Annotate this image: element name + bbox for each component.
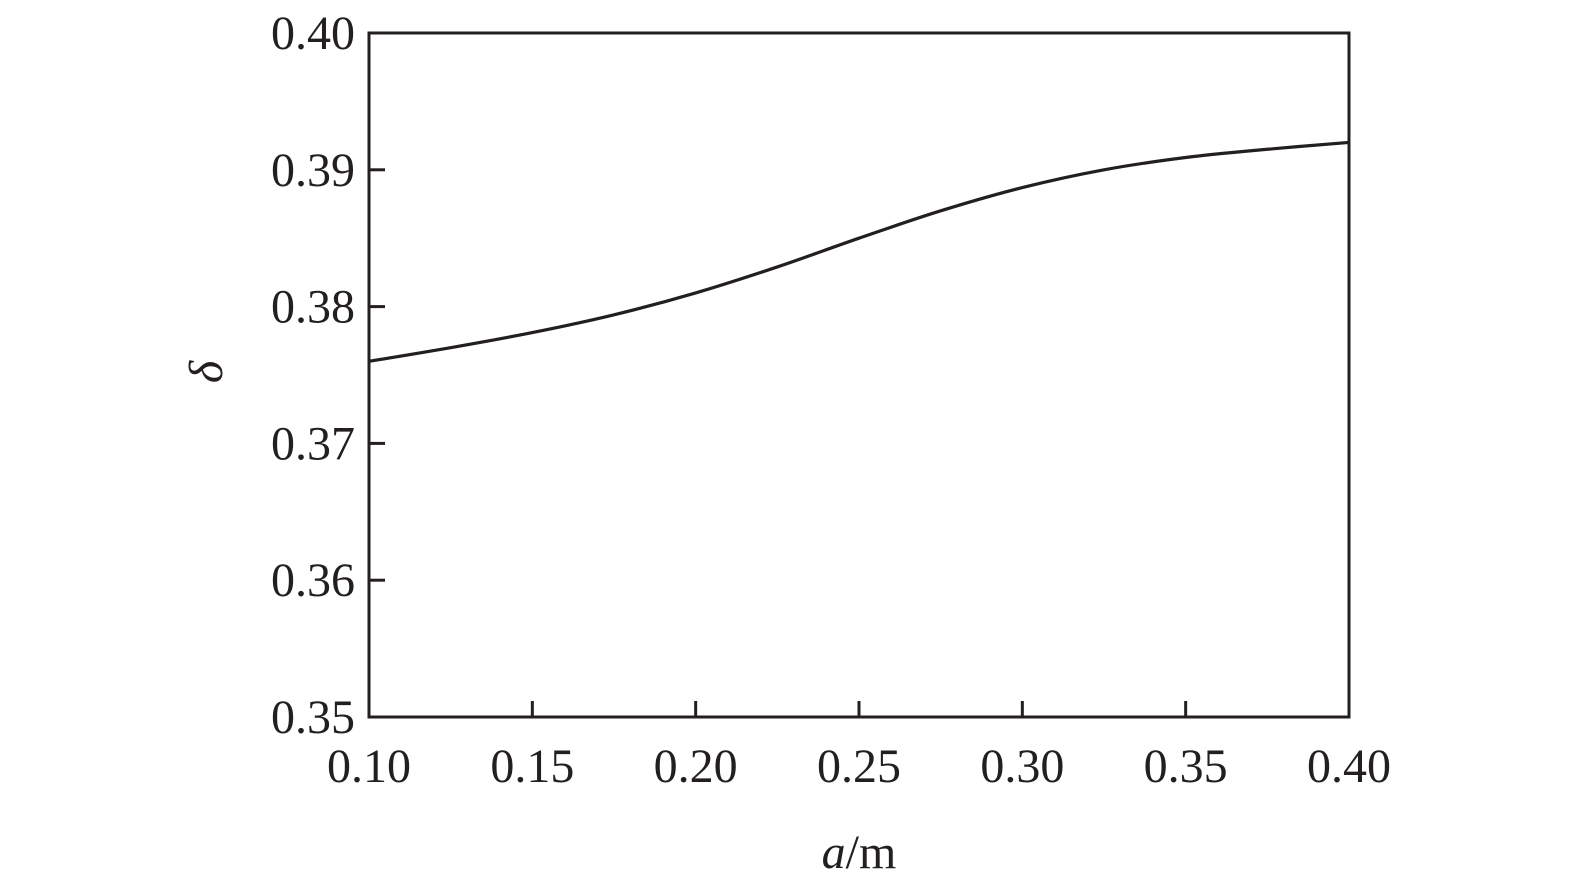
x-tick-label: 0.15 <box>490 740 574 793</box>
y-tick-label: 0.37 <box>271 417 355 470</box>
x-tick-label: 0.40 <box>1307 740 1391 793</box>
y-tick-label: 0.38 <box>271 281 355 334</box>
x-tick-label: 0.20 <box>654 740 738 793</box>
y-tick-label: 0.39 <box>271 144 355 197</box>
y-tick-label: 0.40 <box>271 7 355 60</box>
plot-frame <box>367 31 1351 719</box>
x-tick-label: 0.10 <box>327 740 411 793</box>
x-axis-label-unit: /m <box>846 826 897 879</box>
y-tick-label: 0.35 <box>271 691 355 744</box>
x-tick-label: 0.35 <box>1144 740 1228 793</box>
y-axis-label: δ <box>180 360 233 383</box>
y-axis-ticks: 0.35 0.36 0.37 0.38 0.39 0.40 <box>271 7 385 744</box>
y-tick-label: 0.36 <box>271 554 355 607</box>
data-line <box>368 140 1350 363</box>
x-tick-label: 0.25 <box>817 740 901 793</box>
x-tick-label: 0.30 <box>980 740 1064 793</box>
x-axis-label-variable: a <box>822 826 846 879</box>
x-axis-label: a/m <box>822 826 897 879</box>
x-axis-ticks: 0.10 0.15 0.20 0.25 0.30 0.35 0.40 <box>327 701 1391 793</box>
